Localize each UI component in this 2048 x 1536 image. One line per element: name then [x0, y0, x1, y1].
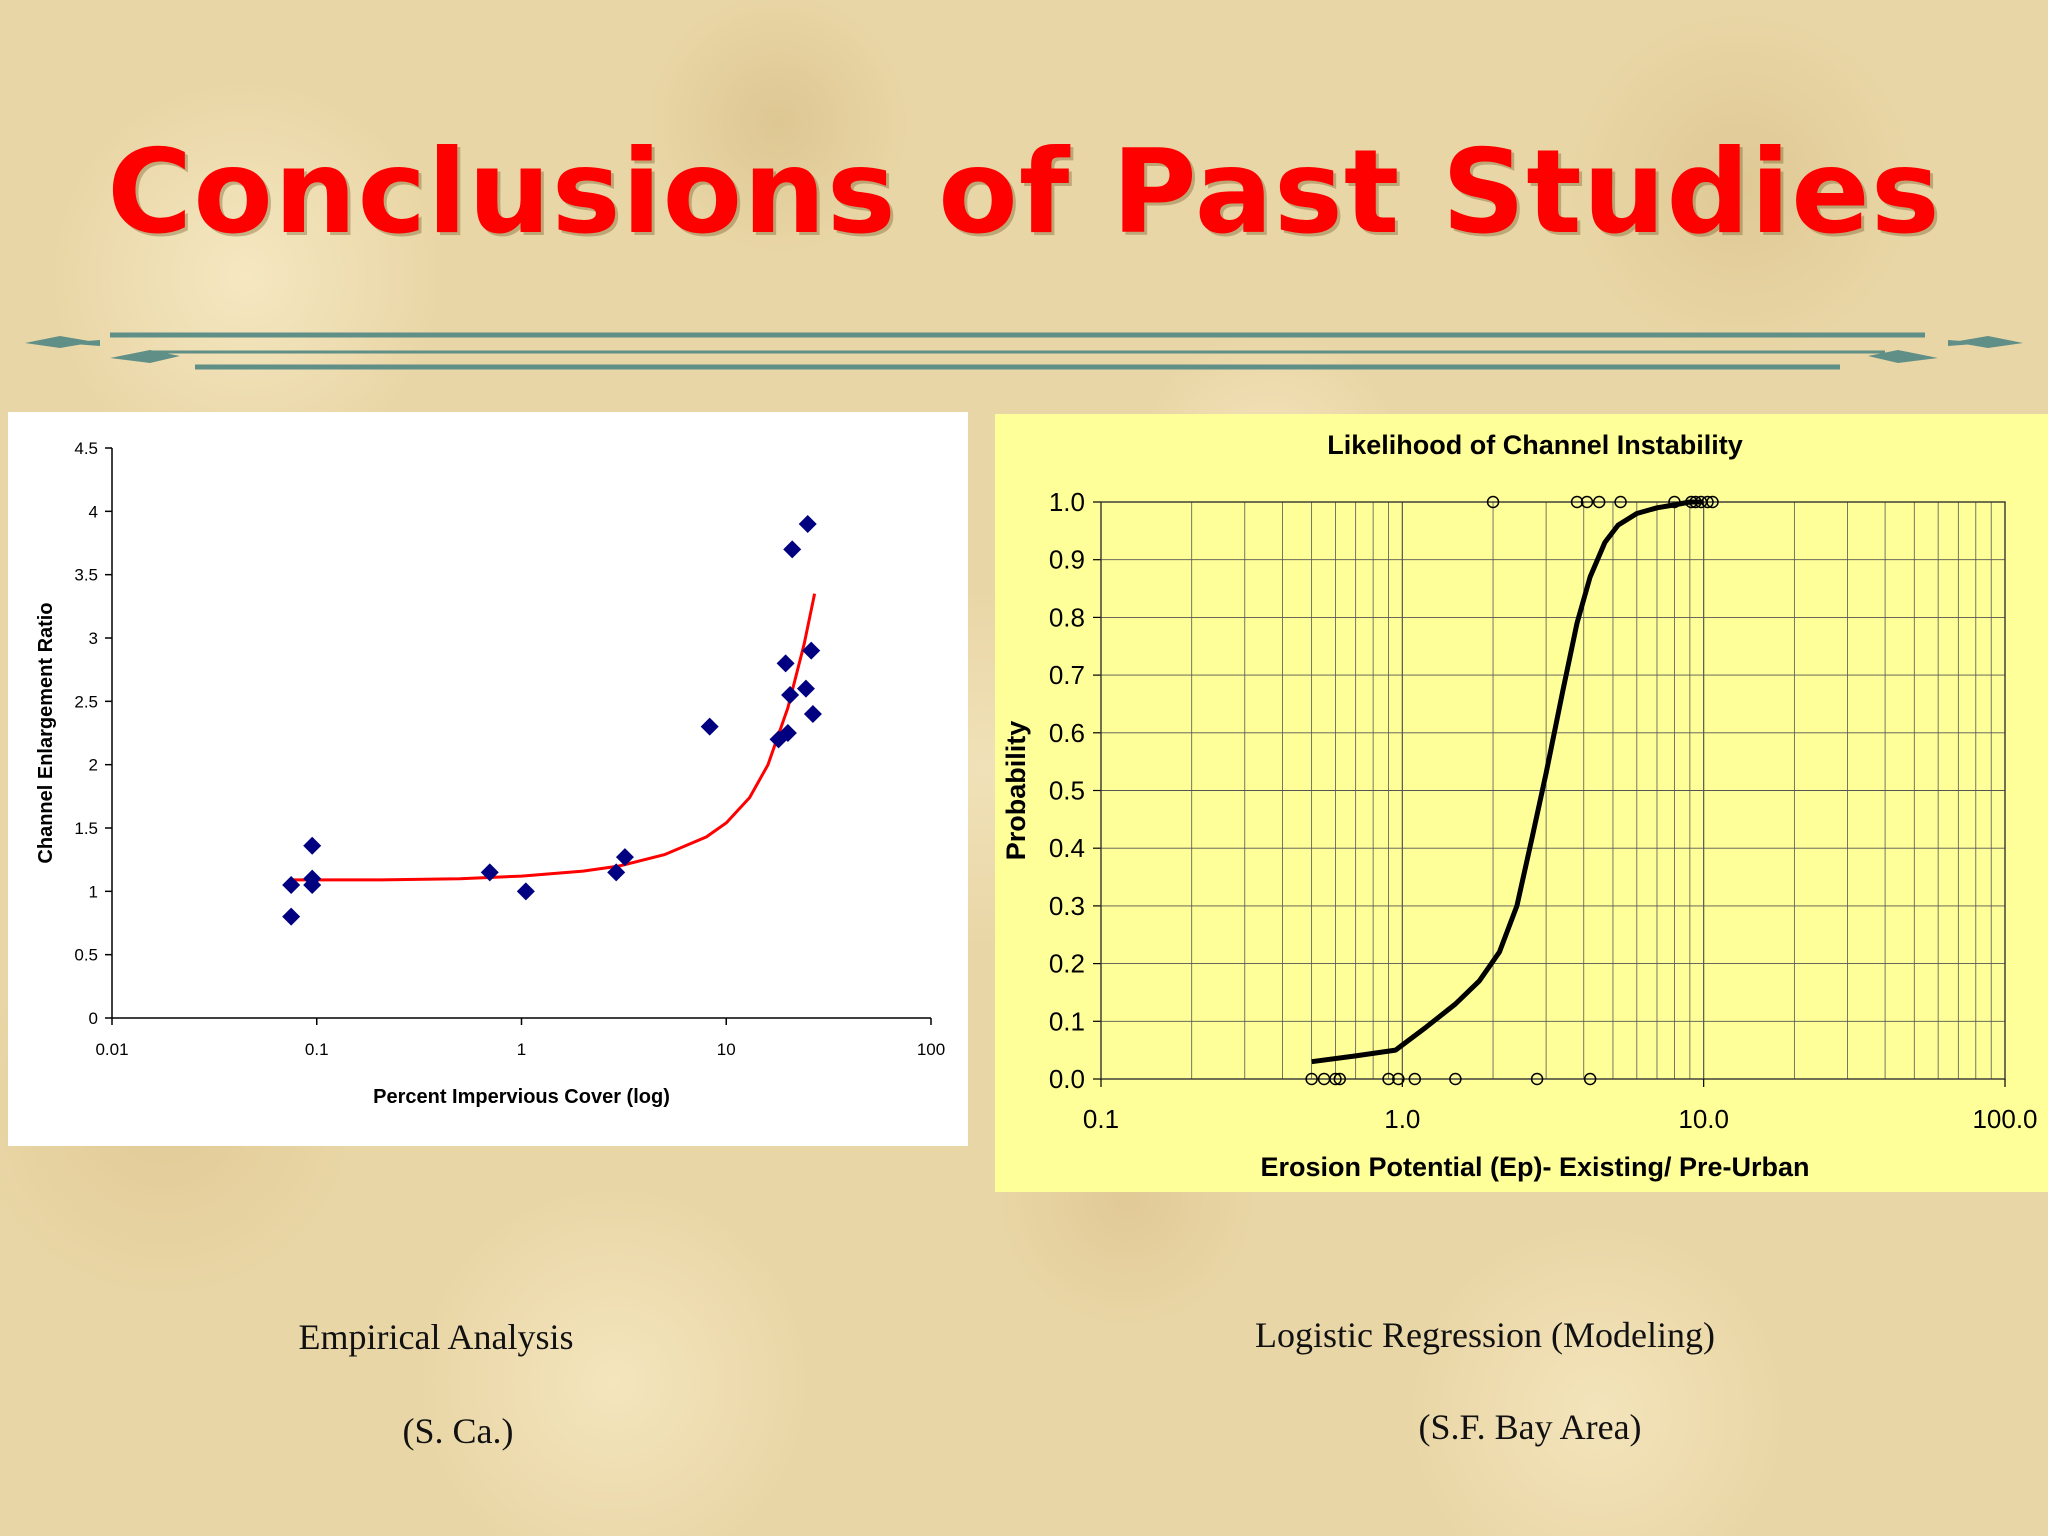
observation-point-13 [1592, 495, 1606, 509]
y-axis-title: Probability [1001, 721, 1031, 861]
y-tick-label-6: 0.6 [1049, 718, 1085, 748]
caption-sf-bay-area: (S.F. Bay Area) [1418, 1407, 1642, 1447]
observation-point-8 [1530, 1072, 1544, 1086]
observation-point-4 [1382, 1072, 1395, 1086]
y-tick-label-9: 4.5 [74, 439, 98, 458]
x-tick-label-1: 0.1 [305, 1040, 329, 1059]
channel-instability-chart: 0.0 0.1 0.2 0.3 0.4 0.5 0.6 0.7 0.8 0.9 1.0 0.1 1.0 1… [1001, 430, 2038, 1182]
observation-point-10 [1486, 495, 1500, 509]
y-tick-label-3: 0.3 [1049, 891, 1085, 921]
y-tick-label-8: 4 [89, 502, 98, 521]
y-tick-label-2: 1 [89, 882, 98, 901]
y-tick-label-4: 2 [89, 756, 98, 775]
data-point-16 [798, 515, 817, 533]
observation-point-14 [1614, 495, 1627, 509]
observation-point-2 [1329, 1072, 1342, 1086]
y-tick-label-9: 0.9 [1049, 545, 1085, 575]
data-point-15 [796, 679, 815, 698]
caption-logistic-regression: Logistic Regression (Modeling) [1255, 1315, 1715, 1355]
fit-trend-line [291, 593, 817, 882]
caption-empirical-analysis: Empirical Analysis [298, 1317, 574, 1357]
observation-point-11 [1570, 495, 1584, 509]
observation-point-20 [1706, 495, 1719, 509]
observation-point-12 [1580, 495, 1594, 509]
observation-point-0 [1305, 1072, 1318, 1086]
observation-point-19 [1701, 495, 1714, 509]
data-point-0 [282, 876, 301, 894]
observation-point-7 [1449, 1072, 1462, 1086]
data-point-8 [615, 848, 634, 867]
observation-point-17 [1689, 495, 1702, 509]
data-point-13 [781, 686, 800, 704]
y-axis-title: Channel Enlargement Ratio [35, 602, 57, 863]
x-tick-label-1: 1.0 [1384, 1104, 1420, 1134]
x-tick-label-2: 10.0 [1678, 1104, 1729, 1134]
data-point-12 [778, 724, 797, 742]
observation-point-5 [1392, 1072, 1405, 1086]
slide-title: Conclusions of Past Studies [107, 125, 1941, 260]
plot-area-border [1100, 501, 2006, 1080]
y-tick-label-7: 0.7 [1049, 660, 1085, 690]
observation-point-9 [1583, 1072, 1597, 1086]
observation-point-3 [1333, 1072, 1347, 1086]
caption-south-california: (S. Ca.) [402, 1411, 514, 1451]
x-tick-label-3: 10 [717, 1040, 736, 1059]
y-tick-label-8: 0.8 [1049, 602, 1085, 632]
data-point-2 [303, 836, 322, 855]
data-point-11 [776, 654, 795, 673]
x-tick-label-0: 0.1 [1083, 1104, 1119, 1134]
channel-instability-chart-panel: 0.0 0.1 0.2 0.3 0.4 0.5 0.6 0.7 0.8 0.9 1.0 0.1 1.0 1… [995, 414, 2048, 1192]
x-axis-title: Percent Impervious Cover (log) [373, 1086, 670, 1108]
x-axis-title: Erosion Potential (Ep)- Existing/ Pre-Ur… [1260, 1152, 1809, 1182]
y-tick-label-6: 3 [89, 629, 98, 648]
x-tick-label-4: 100 [917, 1040, 945, 1059]
y-tick-label-0: 0 [89, 1009, 98, 1028]
x-tick-label-3: 100.0 [1972, 1104, 2037, 1134]
y-tick-label-5: 2.5 [74, 692, 98, 711]
data-point-17 [802, 641, 821, 660]
data-point-6 [516, 882, 535, 901]
y-tick-label-1: 0.1 [1049, 1006, 1085, 1036]
data-point-14 [783, 540, 802, 559]
y-tick-label-5: 0.5 [1049, 776, 1085, 806]
y-tick-label-4: 0.4 [1049, 833, 1085, 863]
observation-point-16 [1685, 495, 1698, 509]
y-tick-label-3: 1.5 [74, 819, 98, 838]
logistic-curve [1311, 499, 1704, 1065]
impervious-cover-chart: 0 0.5 1 1.5 2 2.5 3 3.5 4 4.5 0.01 0.1 1 10 100 Percent… [35, 439, 945, 1108]
data-point-5 [480, 863, 499, 882]
y-tick-label-0: 0.0 [1049, 1064, 1085, 1094]
observation-point-15 [1668, 495, 1681, 509]
data-point-9 [700, 717, 719, 736]
data-point-1 [282, 907, 301, 926]
ornamental-divider [25, 332, 2023, 370]
y-tick-label-10: 1.0 [1049, 487, 1085, 517]
data-point-7 [607, 863, 626, 882]
observation-point-6 [1408, 1072, 1422, 1086]
data-point-18 [803, 705, 822, 723]
y-tick-label-1: 0.5 [74, 946, 98, 965]
x-tick-label-0: 0.01 [95, 1040, 128, 1059]
x-tick-label-2: 1 [517, 1040, 526, 1059]
impervious-cover-chart-panel: 0 0.5 1 1.5 2 2.5 3 3.5 4 4.5 0.01 0.1 1 10 100 Percent… [8, 412, 968, 1146]
data-point-4 [303, 876, 322, 894]
y-tick-label-2: 0.2 [1049, 949, 1085, 979]
chart-title: Likelihood of Channel Instability [1327, 430, 1743, 460]
y-tick-label-7: 3.5 [74, 566, 98, 585]
